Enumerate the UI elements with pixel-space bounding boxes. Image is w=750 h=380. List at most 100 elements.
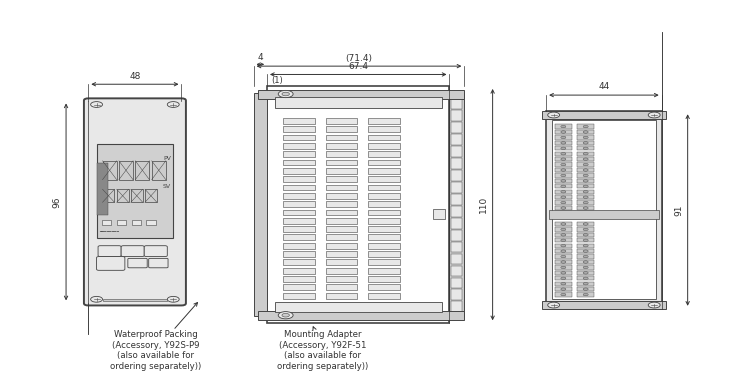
Bar bbox=[326, 285, 357, 290]
Bar bbox=[555, 222, 572, 226]
Bar bbox=[578, 135, 594, 139]
Bar bbox=[555, 265, 572, 269]
Bar bbox=[135, 161, 149, 180]
Bar bbox=[578, 265, 594, 269]
Bar bbox=[433, 209, 445, 219]
Bar bbox=[368, 251, 400, 257]
Bar bbox=[578, 293, 594, 297]
Bar bbox=[578, 146, 594, 150]
Bar bbox=[258, 310, 464, 320]
Bar bbox=[368, 176, 400, 182]
Bar bbox=[555, 141, 572, 145]
Bar bbox=[451, 230, 462, 241]
Circle shape bbox=[561, 190, 566, 193]
Circle shape bbox=[548, 112, 560, 118]
Bar bbox=[555, 238, 572, 242]
Bar bbox=[368, 218, 400, 223]
Circle shape bbox=[561, 272, 566, 274]
FancyBboxPatch shape bbox=[148, 258, 168, 268]
Circle shape bbox=[91, 296, 103, 302]
Bar bbox=[451, 253, 462, 264]
Circle shape bbox=[561, 239, 566, 242]
Bar bbox=[368, 268, 400, 274]
Bar bbox=[451, 134, 462, 145]
Circle shape bbox=[584, 185, 588, 188]
Bar bbox=[103, 189, 115, 202]
Text: ━━━━━━━━: ━━━━━━━━ bbox=[99, 230, 118, 234]
Bar bbox=[284, 168, 315, 174]
Bar bbox=[326, 276, 357, 282]
Bar bbox=[284, 126, 315, 132]
Text: Mounting Adapter
(Accessory, Y92F-51
(also available for
ordering separately)): Mounting Adapter (Accessory, Y92F-51 (al… bbox=[278, 327, 368, 370]
Bar bbox=[284, 143, 315, 149]
Circle shape bbox=[167, 101, 179, 108]
Bar bbox=[451, 170, 462, 180]
Text: (1): (1) bbox=[271, 76, 283, 85]
Bar bbox=[555, 227, 572, 231]
Bar bbox=[98, 163, 108, 215]
Bar bbox=[578, 282, 594, 286]
Bar bbox=[555, 254, 572, 259]
Circle shape bbox=[167, 296, 179, 302]
Circle shape bbox=[561, 228, 566, 231]
Bar bbox=[284, 260, 315, 265]
Bar bbox=[578, 157, 594, 162]
Bar bbox=[103, 161, 117, 180]
Bar bbox=[555, 146, 572, 150]
Circle shape bbox=[561, 261, 566, 263]
Text: (71.4): (71.4) bbox=[346, 54, 373, 63]
Bar bbox=[284, 293, 315, 299]
Bar bbox=[542, 301, 666, 309]
Circle shape bbox=[584, 131, 588, 133]
Bar bbox=[284, 118, 315, 124]
Bar bbox=[326, 226, 357, 232]
Bar bbox=[578, 238, 594, 242]
Circle shape bbox=[584, 223, 588, 225]
Bar bbox=[284, 251, 315, 257]
Bar bbox=[368, 234, 400, 240]
Bar bbox=[578, 244, 594, 248]
Circle shape bbox=[584, 266, 588, 269]
Circle shape bbox=[561, 277, 566, 280]
Text: 44: 44 bbox=[598, 82, 610, 92]
Circle shape bbox=[278, 90, 293, 98]
Circle shape bbox=[584, 125, 588, 128]
Bar bbox=[146, 220, 156, 225]
Bar bbox=[254, 93, 267, 316]
Bar bbox=[284, 209, 315, 215]
Bar bbox=[578, 260, 594, 264]
Bar bbox=[152, 161, 166, 180]
Text: SV: SV bbox=[163, 184, 171, 189]
Bar bbox=[555, 152, 572, 156]
Bar bbox=[284, 151, 315, 157]
Bar bbox=[326, 209, 357, 215]
Bar bbox=[326, 260, 357, 265]
Bar bbox=[555, 233, 572, 237]
Bar bbox=[555, 162, 572, 167]
Circle shape bbox=[561, 282, 566, 285]
Text: 96: 96 bbox=[53, 196, 62, 207]
Bar bbox=[578, 271, 594, 275]
Circle shape bbox=[584, 282, 588, 285]
Circle shape bbox=[561, 244, 566, 247]
Bar bbox=[546, 111, 662, 309]
Bar bbox=[451, 290, 462, 300]
Bar bbox=[555, 282, 572, 286]
Circle shape bbox=[561, 169, 566, 171]
Bar bbox=[451, 301, 462, 312]
Circle shape bbox=[584, 239, 588, 242]
Bar bbox=[578, 249, 594, 253]
Circle shape bbox=[561, 223, 566, 225]
Bar bbox=[326, 118, 357, 124]
Bar bbox=[368, 143, 400, 149]
Bar bbox=[555, 173, 572, 177]
Bar bbox=[578, 206, 594, 210]
Circle shape bbox=[584, 228, 588, 231]
Circle shape bbox=[584, 255, 588, 258]
Circle shape bbox=[91, 101, 103, 108]
Bar bbox=[326, 251, 357, 257]
Bar bbox=[578, 227, 594, 231]
Bar bbox=[368, 168, 400, 174]
Text: 110: 110 bbox=[479, 196, 488, 213]
Text: 4: 4 bbox=[257, 53, 263, 62]
